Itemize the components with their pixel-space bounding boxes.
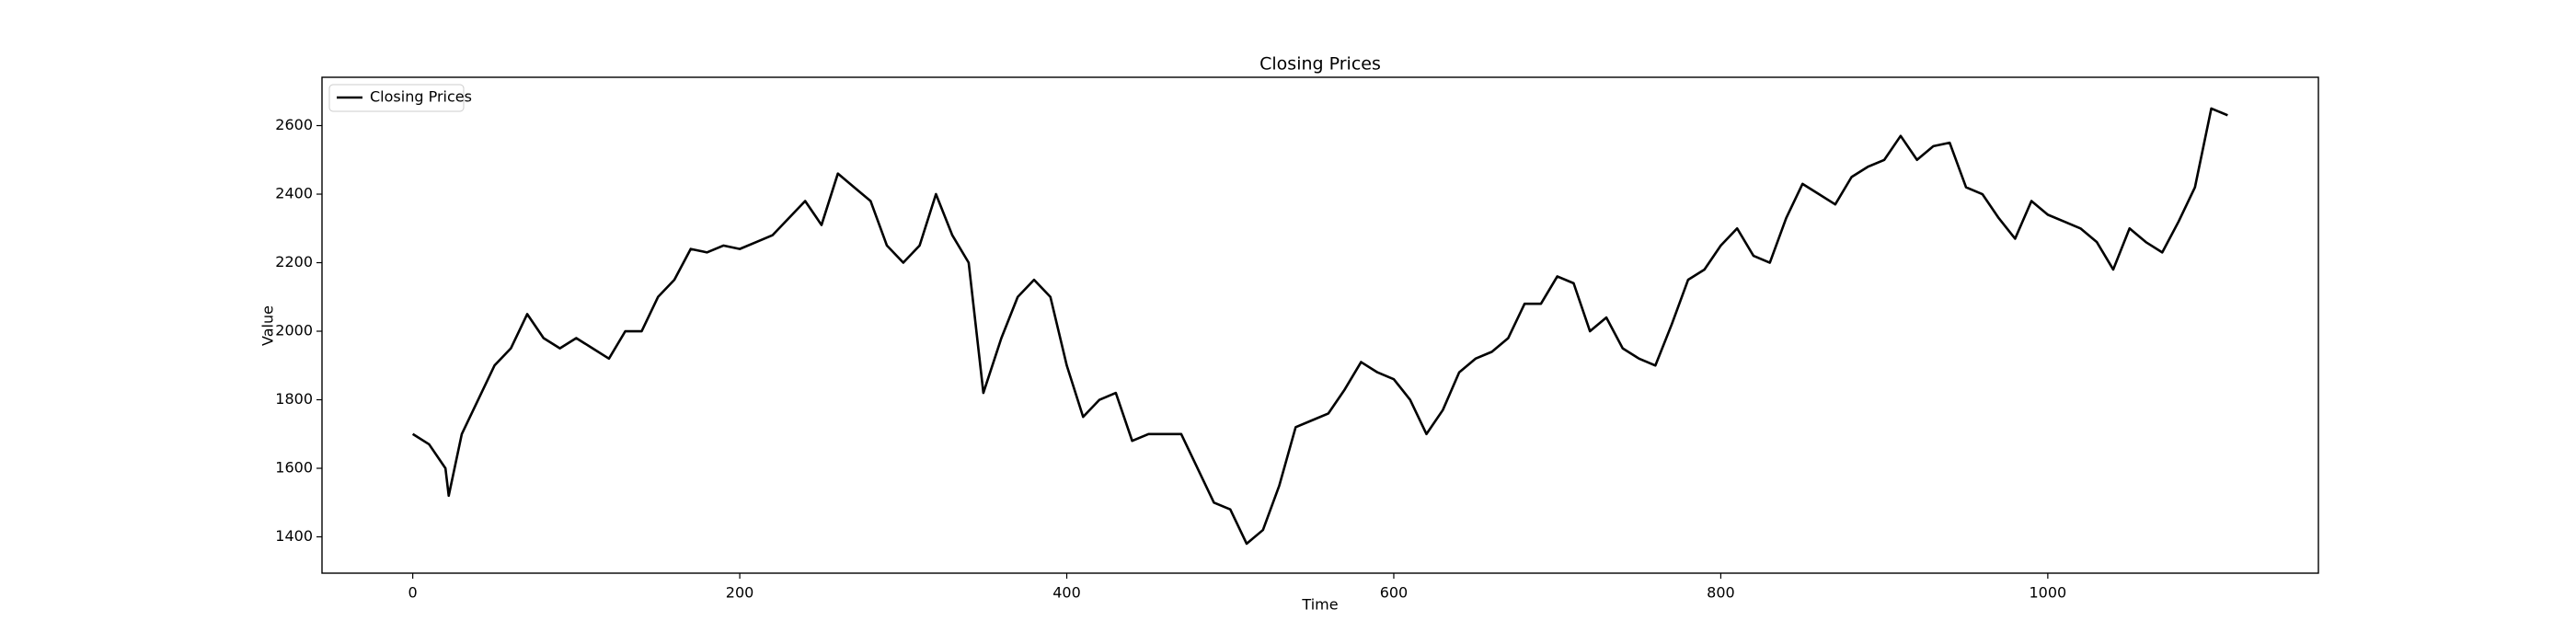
x-axis-label: Time: [1301, 596, 1338, 614]
legend: Closing Prices: [328, 84, 472, 112]
legend-box: [328, 84, 465, 112]
y-axis-label: Value: [259, 305, 277, 346]
price-line: [411, 107, 2228, 546]
x-tick-label: 1000: [2030, 584, 2067, 602]
x-tick-label: 400: [1052, 584, 1081, 602]
y-tick-label: 1600: [275, 459, 313, 477]
y-tick-label: 2400: [275, 185, 313, 202]
chart-title: Closing Prices: [1259, 54, 1381, 75]
y-tick-label: 1800: [275, 390, 313, 408]
y-tick-label: 2000: [275, 322, 313, 339]
x-tick-label: 200: [726, 584, 754, 602]
y-tick-label: 2600: [275, 116, 313, 133]
y-tick-label: 2200: [275, 253, 313, 270]
x-tick-label: 600: [1380, 584, 1409, 602]
y-tick-label: 1400: [275, 527, 313, 545]
legend-label: Closing Prices: [370, 88, 472, 106]
x-tick-label: 800: [1707, 584, 1735, 602]
plot-frame: [321, 76, 2319, 574]
x-tick-label: 0: [408, 584, 418, 602]
